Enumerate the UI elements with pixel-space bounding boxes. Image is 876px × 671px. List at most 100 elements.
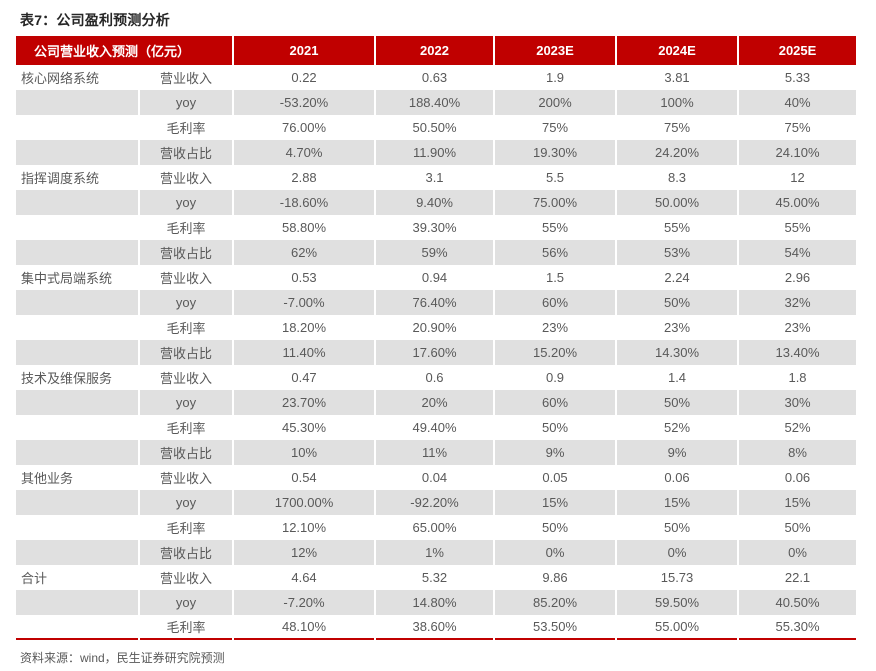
table-row: 毛利率 45.30% 49.40% 50% 52% 52% — [16, 415, 857, 440]
value-cell: 11.40% — [234, 340, 375, 365]
header-cell-2023e: 2023E — [495, 36, 616, 65]
value-cell: 4.70% — [234, 140, 375, 165]
value-cell: 12.10% — [234, 515, 375, 540]
table-row: 核心网络系统 营业收入 0.22 0.63 1.9 3.81 5.33 — [16, 65, 857, 90]
category-cell: 合计 — [16, 565, 138, 590]
category-cell — [16, 540, 138, 565]
category-cell — [16, 90, 138, 115]
value-cell: 30% — [739, 390, 857, 415]
value-cell: 50% — [617, 390, 738, 415]
value-cell: 15% — [739, 490, 857, 515]
metric-cell: yoy — [140, 590, 233, 615]
value-cell: 50% — [495, 415, 616, 440]
category-cell — [16, 215, 138, 240]
value-cell: 0% — [495, 540, 616, 565]
value-cell: 0.63 — [376, 65, 494, 90]
value-cell: 55% — [739, 215, 857, 240]
metric-cell: 营业收入 — [140, 465, 233, 490]
value-cell: 2.24 — [617, 265, 738, 290]
value-cell: 1% — [376, 540, 494, 565]
table-row: 指挥调度系统 营业收入 2.88 3.1 5.5 8.3 12 — [16, 165, 857, 190]
value-cell: 11% — [376, 440, 494, 465]
value-cell: 0% — [739, 540, 857, 565]
value-cell: 75% — [617, 115, 738, 140]
value-cell: 3.1 — [376, 165, 494, 190]
value-cell: 9.40% — [376, 190, 494, 215]
table-row: yoy 1700.00% -92.20% 15% 15% 15% — [16, 490, 857, 515]
header-cell-2022: 2022 — [376, 36, 494, 65]
value-cell: 24.10% — [739, 140, 857, 165]
value-cell: 58.80% — [234, 215, 375, 240]
value-cell: 53.50% — [495, 615, 616, 640]
value-cell: 39.30% — [376, 215, 494, 240]
value-cell: 65.00% — [376, 515, 494, 540]
value-cell: 50% — [495, 515, 616, 540]
value-cell: 59.50% — [617, 590, 738, 615]
table-header-row: 公司营业收入预测（亿元） 2021 2022 2023E 2024E 2025E — [16, 36, 857, 65]
value-cell: 0.53 — [234, 265, 375, 290]
value-cell: 0% — [617, 540, 738, 565]
table-row: 其他业务 营业收入 0.54 0.04 0.05 0.06 0.06 — [16, 465, 857, 490]
value-cell: 50% — [617, 290, 738, 315]
value-cell: 55% — [495, 215, 616, 240]
metric-cell: 营业收入 — [140, 265, 233, 290]
metric-cell: 营业收入 — [140, 365, 233, 390]
table-row: 合计 营业收入 4.64 5.32 9.86 15.73 22.1 — [16, 565, 857, 590]
value-cell: 9.86 — [495, 565, 616, 590]
category-cell: 核心网络系统 — [16, 65, 138, 90]
value-cell: 1.8 — [739, 365, 857, 390]
table-row: 毛利率 12.10% 65.00% 50% 50% 50% — [16, 515, 857, 540]
value-cell: 19.30% — [495, 140, 616, 165]
metric-cell: 营业收入 — [140, 65, 233, 90]
value-cell: 38.60% — [376, 615, 494, 640]
category-cell: 集中式局端系统 — [16, 265, 138, 290]
table-row: yoy -7.20% 14.80% 85.20% 59.50% 40.50% — [16, 590, 857, 615]
value-cell: 1.5 — [495, 265, 616, 290]
category-cell — [16, 515, 138, 540]
value-cell: 48.10% — [234, 615, 375, 640]
metric-cell: 营收占比 — [140, 340, 233, 365]
table-title: 表7：公司盈利预测分析 — [20, 12, 170, 28]
value-cell: 1.9 — [495, 65, 616, 90]
value-cell: -7.00% — [234, 290, 375, 315]
value-cell: 55.30% — [739, 615, 857, 640]
table-row: yoy -7.00% 76.40% 60% 50% 32% — [16, 290, 857, 315]
metric-cell: 营收占比 — [140, 140, 233, 165]
value-cell: 0.54 — [234, 465, 375, 490]
value-cell: -53.20% — [234, 90, 375, 115]
value-cell: 49.40% — [376, 415, 494, 440]
value-cell: 188.40% — [376, 90, 494, 115]
value-cell: 1.4 — [617, 365, 738, 390]
table-row: 营收占比 11.40% 17.60% 15.20% 14.30% 13.40% — [16, 340, 857, 365]
value-cell: 1700.00% — [234, 490, 375, 515]
metric-cell: 毛利率 — [140, 215, 233, 240]
value-cell: 20.90% — [376, 315, 494, 340]
table-row: yoy -53.20% 188.40% 200% 100% 40% — [16, 90, 857, 115]
value-cell: 9% — [617, 440, 738, 465]
category-cell — [16, 615, 138, 640]
value-cell: 40.50% — [739, 590, 857, 615]
value-cell: -18.60% — [234, 190, 375, 215]
value-cell: 24.20% — [617, 140, 738, 165]
category-cell — [16, 140, 138, 165]
value-cell: 0.9 — [495, 365, 616, 390]
value-cell: 52% — [739, 415, 857, 440]
value-cell: 55.00% — [617, 615, 738, 640]
value-cell: 50.50% — [376, 115, 494, 140]
category-cell — [16, 290, 138, 315]
value-cell: 4.64 — [234, 565, 375, 590]
metric-cell: yoy — [140, 290, 233, 315]
value-cell: 45.30% — [234, 415, 375, 440]
category-cell — [16, 490, 138, 515]
value-cell: 5.32 — [376, 565, 494, 590]
value-cell: 8.3 — [617, 165, 738, 190]
profit-forecast-table: 公司营业收入预测（亿元） 2021 2022 2023E 2024E 2025E… — [14, 36, 858, 640]
value-cell: 10% — [234, 440, 375, 465]
value-cell: 23% — [495, 315, 616, 340]
value-cell: 15.20% — [495, 340, 616, 365]
value-cell: 0.94 — [376, 265, 494, 290]
category-cell — [16, 440, 138, 465]
metric-cell: 毛利率 — [140, 515, 233, 540]
table-row: 毛利率 48.10% 38.60% 53.50% 55.00% 55.30% — [16, 615, 857, 640]
